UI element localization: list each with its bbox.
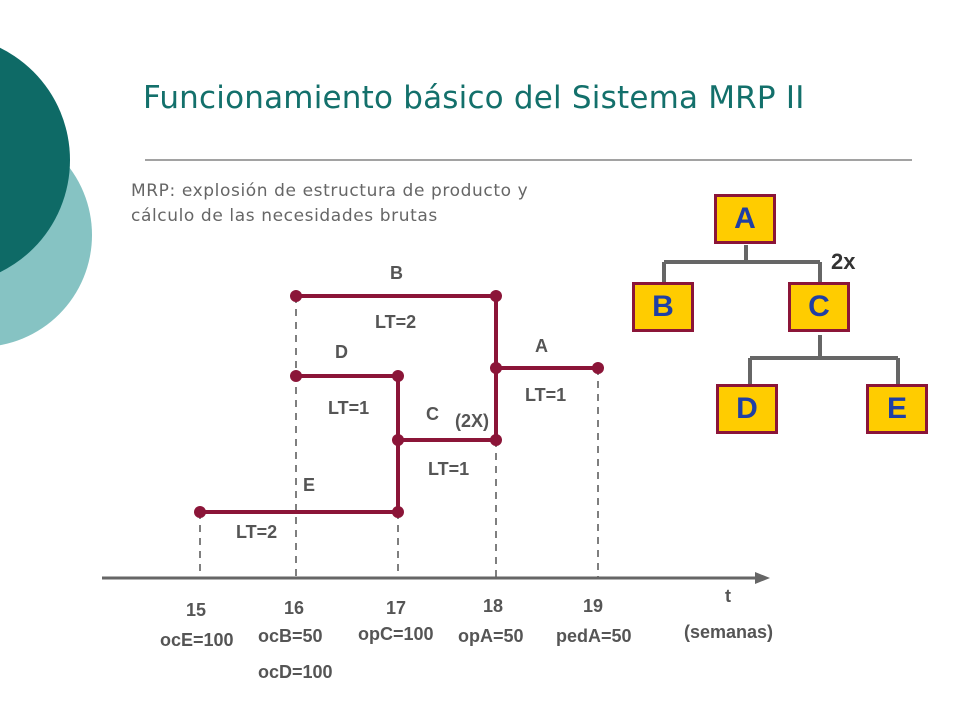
- week-guides: [199, 296, 599, 578]
- order-label: ocE=100: [160, 630, 234, 650]
- order-label: opC=100: [358, 624, 434, 644]
- lead-time-c: LT=1: [428, 459, 470, 479]
- lead-time-e: LT=2: [236, 522, 278, 542]
- item-label-c: C: [426, 404, 439, 424]
- tree-node-b: B: [632, 282, 694, 332]
- tree-node-e: E: [866, 384, 928, 434]
- gantt-points: [194, 290, 604, 518]
- decor-circle-dark: [0, 47, 70, 273]
- week-label-18: 18: [483, 596, 504, 616]
- order-label: ocD=100: [258, 662, 333, 682]
- tree-connectors: [662, 245, 900, 384]
- item-label-d: D: [335, 342, 348, 362]
- item-label-a: A: [535, 336, 548, 356]
- lead-time-b: LT=2: [375, 312, 417, 332]
- week-label-15: 15: [186, 600, 207, 620]
- subtitle-line-2: cálculo de las necesidades brutas: [131, 206, 438, 226]
- week-label-19: 19: [583, 596, 604, 616]
- subtitle: MRP: explosión de estructura de producto…: [131, 179, 528, 229]
- time-axis-arrow: [755, 572, 770, 584]
- order-label: pedA=50: [556, 626, 632, 646]
- lead-time-a: LT=1: [525, 385, 567, 405]
- axis-unit: (semanas): [684, 622, 774, 642]
- week-label-17: 17: [386, 598, 407, 618]
- tree-multiplier: 2x: [831, 249, 856, 274]
- item-label-b: B: [390, 263, 403, 283]
- page-title: Funcionamiento básico del Sistema MRP II: [143, 80, 805, 116]
- order-label: ocB=50: [258, 626, 323, 646]
- axis-label: t: [725, 586, 731, 606]
- tree-node-a: A: [714, 194, 776, 244]
- order-label: opA=50: [458, 626, 524, 646]
- week-label-16: 16: [284, 598, 305, 618]
- item-label-e: E: [303, 475, 316, 495]
- item-multiplier-c: (2X): [455, 411, 490, 431]
- tree-node-c: C: [788, 282, 850, 332]
- tree-node-d: D: [716, 384, 778, 434]
- lead-time-d: LT=1: [328, 398, 370, 418]
- subtitle-line-1: MRP: explosión de estructura de producto…: [131, 181, 529, 201]
